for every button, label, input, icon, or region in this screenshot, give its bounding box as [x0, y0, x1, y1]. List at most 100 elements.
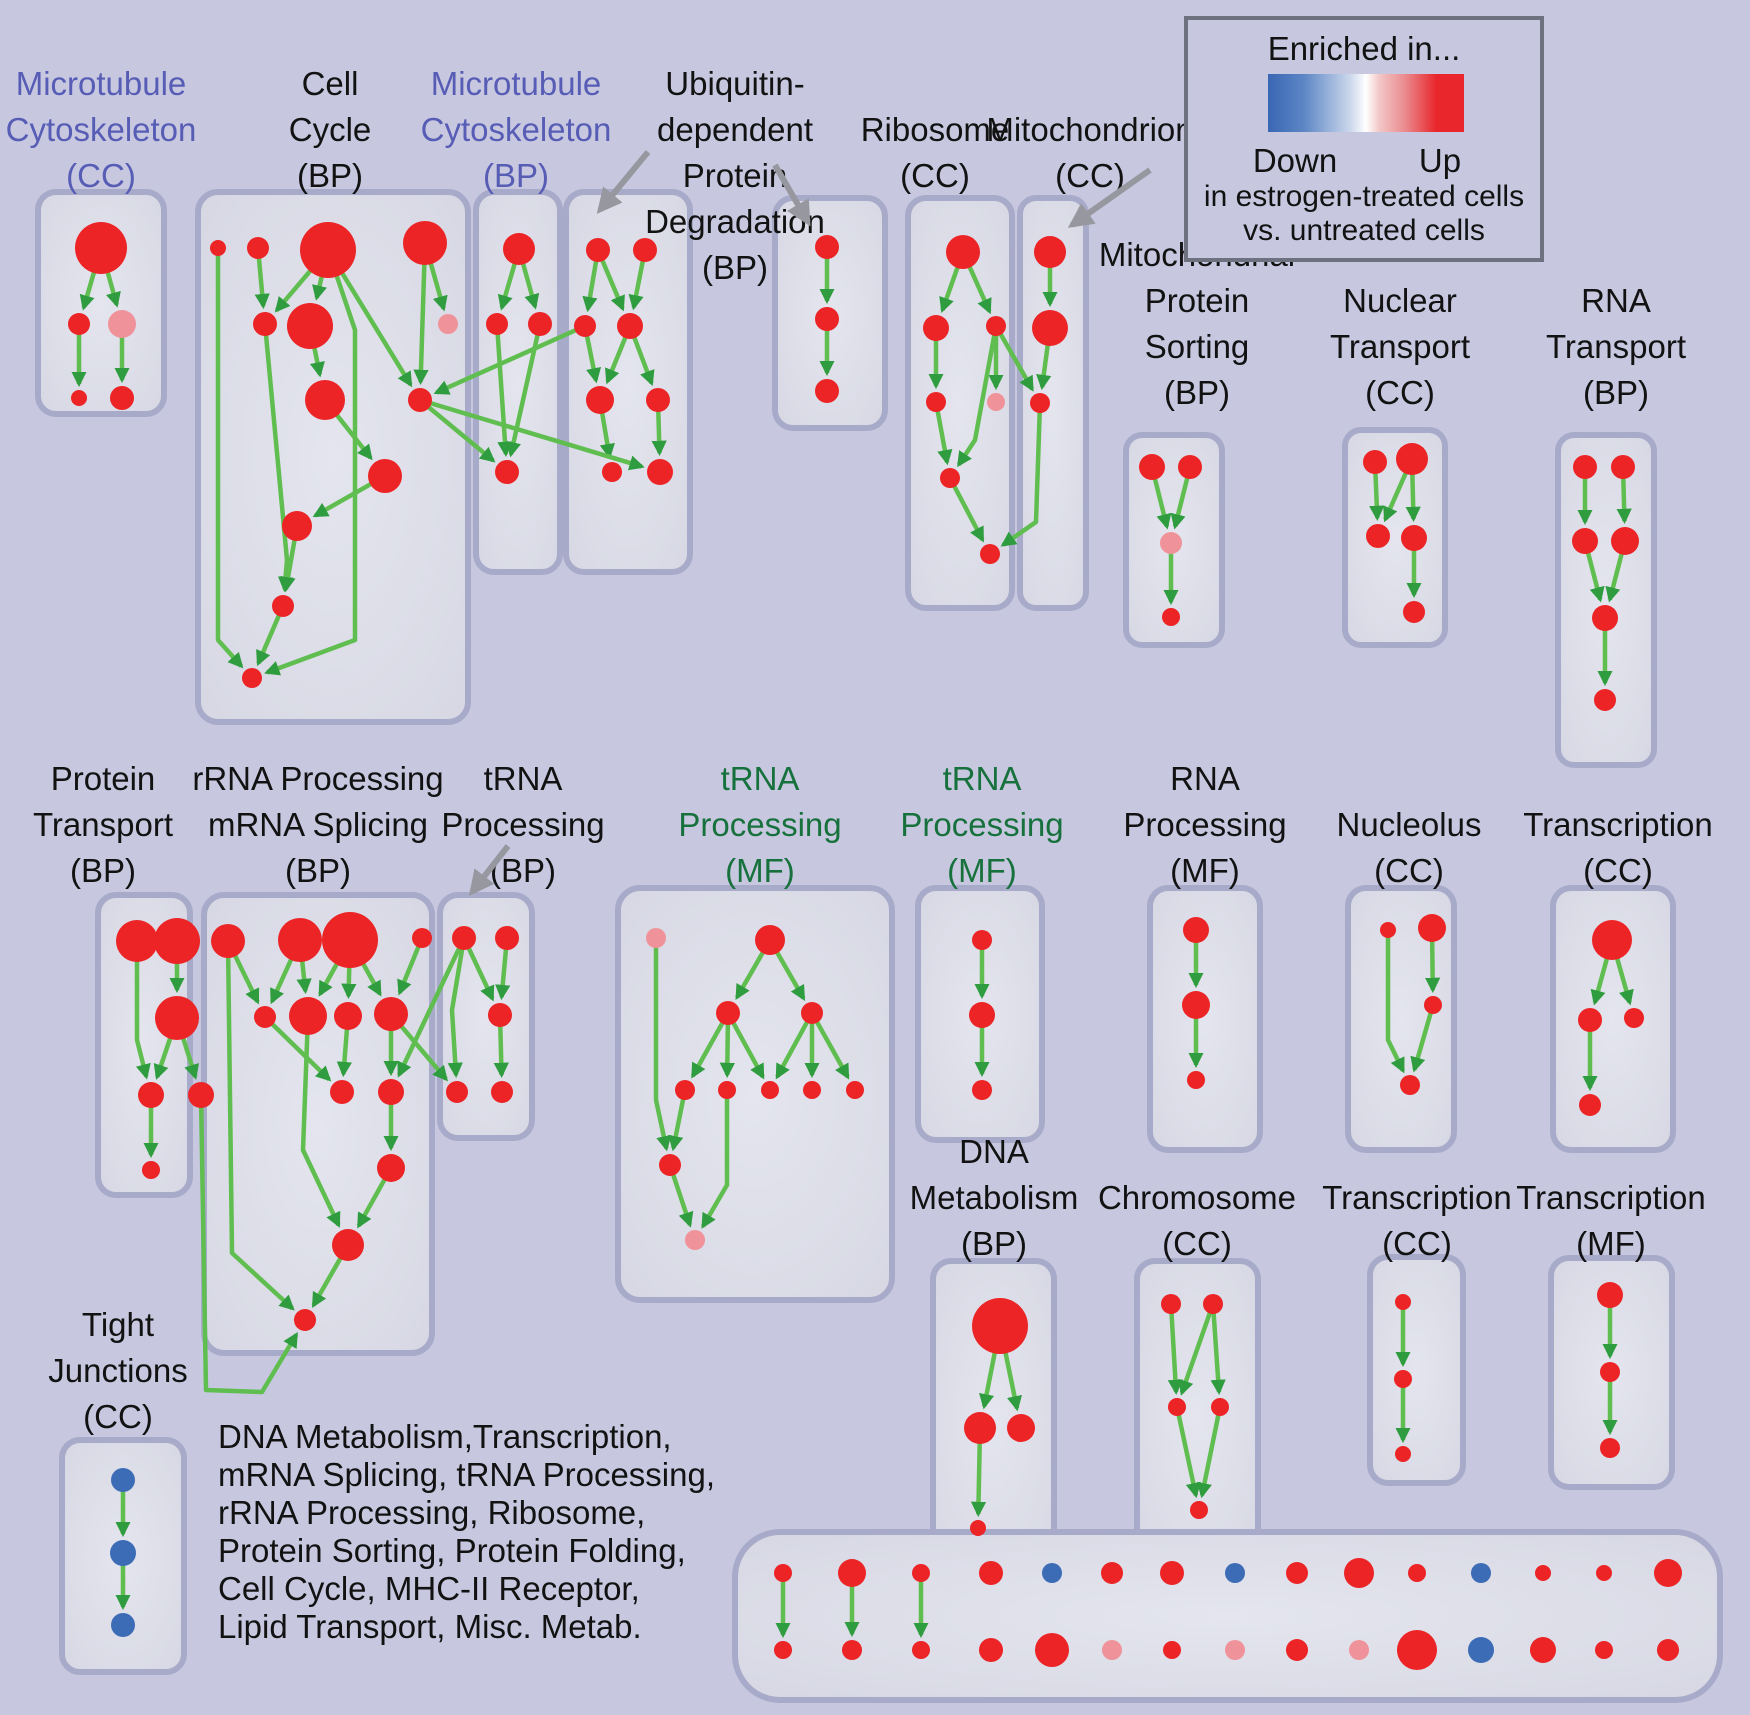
node-ubiquitin-deg-4: [586, 386, 614, 414]
node-trna-mf-1-9: [659, 1154, 681, 1176]
node-rna-processing-mf-1: [1182, 991, 1210, 1019]
group-label-rna-transport-line1: Transport: [1546, 328, 1686, 365]
group-box-rna-processing-mf: [1147, 885, 1263, 1153]
node-chromosome-2: [1168, 1398, 1186, 1416]
edge-mitochondrion-to-ribosome: [1000, 402, 1043, 547]
node-transcription-cc-bot-2: [1395, 1446, 1411, 1462]
group-label-cell-cycle-line1: Cycle: [289, 111, 372, 148]
node-mixed-terms-5: [1101, 1562, 1123, 1584]
node-ubiquitin-deg-1: [633, 238, 657, 262]
group-label-trna-mf-1-line0: tRNA: [721, 760, 800, 797]
node-trna-mf-1-4: [675, 1080, 695, 1100]
node-trna-mf-1-10: [685, 1230, 705, 1250]
node-mito-protein-sorting-3: [1162, 608, 1180, 626]
node-trna-bp-2: [488, 1003, 512, 1027]
node-microtubule-cc-4: [110, 386, 134, 410]
node-mixed-terms-8: [1286, 1562, 1308, 1584]
edge-cell-cycle: [215, 248, 244, 669]
node-mixed-terms-29: [1657, 1639, 1679, 1661]
node-nucleolus-1: [1418, 914, 1446, 942]
edge-ribosome: [956, 325, 999, 468]
group-box-transcription-cc-bot: [1367, 1254, 1466, 1486]
node-ubiquitin-deg-5: [646, 388, 670, 412]
group-label-dna-metabolism-line1: Metabolism: [910, 1179, 1079, 1216]
group-label-nuclear-transport-line1: Transport: [1330, 328, 1470, 365]
node-trna-mf-1-2: [716, 1001, 740, 1025]
node-mito-protein-sorting-1: [1178, 455, 1202, 479]
node-trna-mf-1-1: [755, 925, 785, 955]
node-mixed-terms-26: [1468, 1637, 1494, 1663]
node-rrna-processing-1: [278, 918, 322, 962]
group-label-rna-processing-mf-line2: (MF): [1170, 852, 1240, 889]
group-label-transcription-cc-mid-line1: (CC): [1583, 852, 1653, 889]
node-rrna-processing-5: [289, 997, 327, 1035]
node-nuclear-transport-2: [1366, 524, 1390, 548]
node-cell-cycle-8: [408, 388, 432, 412]
node-ubiquitin-deg-0: [586, 238, 610, 262]
group-label-microtubule-cc-line0: Microtubule: [16, 65, 187, 102]
node-mixed-terms-12: [1535, 1565, 1551, 1581]
group-label-trna-mf-1-line2: (MF): [725, 852, 795, 889]
node-dna-metabolism-0: [972, 1298, 1028, 1354]
node-rrna-processing-0: [211, 924, 245, 958]
group-label-transcription-cc-mid-line0: Transcription: [1523, 806, 1713, 843]
node-chromosome-4: [1190, 1501, 1208, 1519]
group-box-nuclear-transport: [1342, 427, 1448, 648]
edge-protein-transport: [134, 941, 151, 1080]
group-label-mito-protein-sorting-line1: Protein: [1145, 282, 1250, 319]
node-trna-bp-3: [446, 1081, 468, 1103]
node-ubiquitin-deg-2: [574, 315, 596, 337]
node-protein-transport-2: [155, 996, 199, 1040]
node-trna-mf-2-0: [972, 930, 992, 950]
node-mitochondrion-1: [1032, 310, 1068, 346]
group-box-trna-mf-1: [615, 885, 895, 1303]
group-box-mixed-terms: [732, 1529, 1723, 1703]
node-transcription-cc-mid-3: [1579, 1094, 1601, 1116]
edge-chromosome: [1210, 1303, 1226, 1396]
edge-cell-cycle-to-ubiquitin-deg: [419, 397, 645, 471]
node-nuclear-transport-3: [1401, 525, 1427, 551]
group-label-rrna-processing-line1: mRNA Splicing: [208, 806, 428, 843]
group-label-ubiquitin-deg-line0: Ubiquitin-: [665, 65, 804, 102]
node-rna-processing-mf-0: [1183, 917, 1209, 943]
group-label-microtubule-cc-line2: (CC): [66, 157, 136, 194]
edge-rrna-processing: [198, 1094, 299, 1395]
node-trna-mf-2-2: [972, 1080, 992, 1100]
edge-trna-bp: [447, 937, 467, 1079]
group-box-microtubule-cc: [35, 189, 167, 417]
edge-rrna-processing: [300, 1015, 341, 1228]
node-mixed-terms-7: [1225, 1563, 1245, 1583]
node-transcription-cc-mid-2: [1624, 1008, 1644, 1028]
node-microtubule-bp-1: [486, 313, 508, 335]
group-label-tight-junctions-line2: (CC): [83, 1398, 153, 1435]
node-dna-metabolism-3: [970, 1520, 986, 1536]
group-label-rna-processing-mf-line0: RNA: [1170, 760, 1240, 797]
annotations-layer: [468, 150, 1152, 896]
node-dna-metabolism-1: [964, 1412, 996, 1444]
node-rrna-processing-8: [330, 1080, 354, 1104]
node-nuclear-transport-0: [1363, 450, 1387, 474]
edge-rrna-processing: [225, 940, 295, 1311]
node-rna-processing-mf-2: [1187, 1071, 1205, 1089]
node-rna-transport-2: [1572, 528, 1598, 554]
group-box-protein-transport: [95, 892, 193, 1198]
node-rrna-processing-7: [374, 997, 408, 1031]
node-protein-transport-3: [138, 1082, 164, 1108]
node-trna-mf-2-1: [969, 1002, 995, 1028]
node-cell-cycle-5: [287, 303, 333, 349]
group-label-chromosome-line0: Chromosome: [1098, 1179, 1296, 1216]
node-mixed-terms-6: [1160, 1561, 1184, 1585]
node-mixed-terms-13: [1596, 1565, 1612, 1581]
node-mixed-terms-14: [1654, 1559, 1682, 1587]
caption-line-1: mRNA Splicing, tRNA Processing,: [218, 1456, 715, 1493]
group-label-protein-transport-line0: Protein: [51, 760, 156, 797]
node-transcription-mf-0: [1597, 1282, 1623, 1308]
group-label-mitochondrion-line1: (CC): [1055, 157, 1125, 194]
node-ubiquitin-deg-2-1: [815, 307, 839, 331]
node-cell-cycle-4: [253, 312, 277, 336]
node-rna-transport-0: [1573, 455, 1597, 479]
caption-line-5: Lipid Transport, Misc. Metab.: [218, 1608, 642, 1645]
node-rrna-processing-13: [294, 1309, 316, 1331]
legend-up-label: Up: [1419, 142, 1461, 179]
node-mitochondrion-2: [1030, 393, 1050, 413]
